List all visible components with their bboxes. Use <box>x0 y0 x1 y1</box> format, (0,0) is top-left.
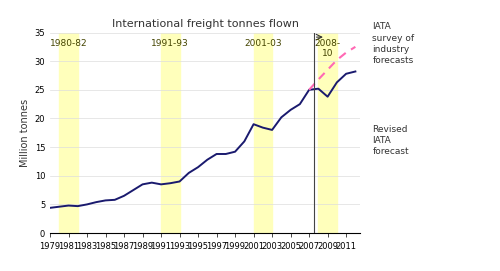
Text: IATA
survey of
industry
forecasts: IATA survey of industry forecasts <box>372 22 414 65</box>
Text: 1991-93: 1991-93 <box>152 39 189 49</box>
Text: 1980-82: 1980-82 <box>50 39 88 49</box>
Text: 2001-03: 2001-03 <box>244 39 282 49</box>
Title: International freight tonnes flown: International freight tonnes flown <box>112 19 298 29</box>
Bar <box>254 33 272 233</box>
Y-axis label: Million tonnes: Million tonnes <box>20 99 30 167</box>
Text: 2008-
10: 2008- 10 <box>314 39 340 58</box>
Bar <box>60 33 78 233</box>
Bar <box>161 33 180 233</box>
Bar <box>318 33 337 233</box>
Text: Revised
IATA
forecast: Revised IATA forecast <box>372 125 409 156</box>
